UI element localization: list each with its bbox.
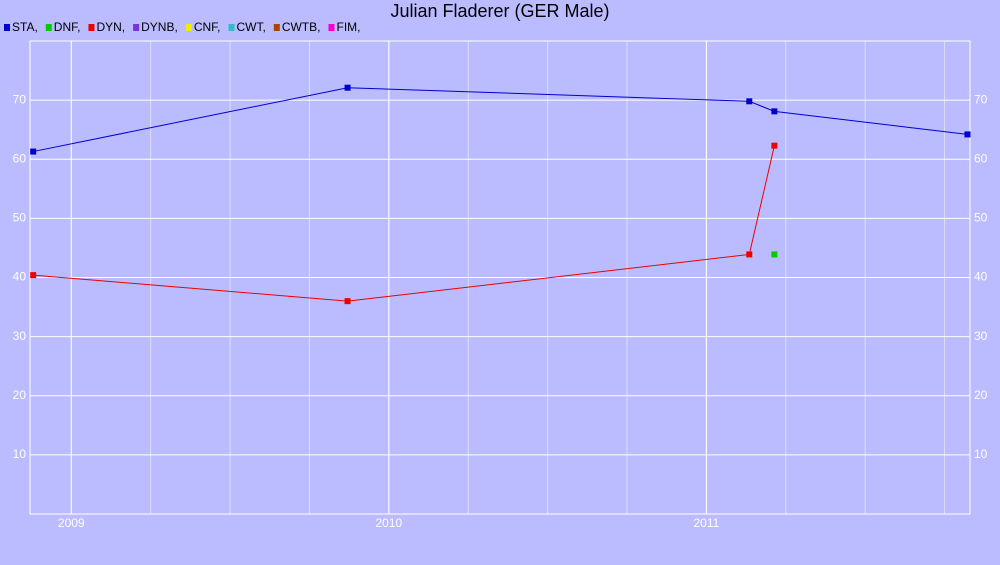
legend-swatch [88,24,95,31]
x-tick-label: 2009 [58,516,85,530]
y-tick-label: 40 [13,270,27,284]
x-tick-label: 2011 [694,516,720,530]
y-tick-label: 60 [13,151,27,165]
legend-label: DYNB, [141,20,178,34]
data-point [771,142,778,149]
y-tick-label: 20 [13,388,27,402]
data-point [344,84,351,91]
legend-label: FIM, [336,20,360,34]
legend-swatch [133,24,140,31]
data-point [771,108,778,115]
y2-tick-label: 30 [974,329,988,343]
legend-label: DYN, [96,20,125,34]
y2-tick-label: 60 [974,151,988,165]
legend-swatch [273,24,280,31]
x-tick-label: 2010 [375,516,402,530]
data-point [964,131,971,138]
legend-swatch [45,24,52,31]
y2-tick-label: 20 [974,388,988,402]
y2-tick-label: 10 [974,447,988,461]
legend-swatch [4,24,10,31]
data-point [30,148,37,155]
legend-label: STA, [12,20,38,34]
chart-title: Julian Fladerer (GER Male) [390,1,609,21]
legend-label: CNF, [194,20,221,34]
y2-tick-label: 70 [974,92,988,106]
data-point [746,251,753,258]
y2-tick-label: 40 [974,270,988,284]
legend-swatch [185,24,192,31]
legend-label: CWT, [236,20,265,34]
series-line [33,145,775,302]
legend-label: DNF, [54,20,81,34]
y-tick-label: 50 [13,211,27,225]
plot-frame [29,40,971,515]
data-point [30,272,37,279]
y-tick-label: 10 [13,447,27,461]
y-tick-label: 30 [13,329,27,343]
legend-swatch [328,24,335,31]
data-point [771,251,778,258]
legend-swatch [228,24,235,31]
legend-label: CWTB, [282,20,321,34]
y-tick-label: 70 [13,92,27,106]
data-point [344,298,351,305]
y2-tick-label: 50 [974,211,988,225]
data-point [746,98,753,105]
